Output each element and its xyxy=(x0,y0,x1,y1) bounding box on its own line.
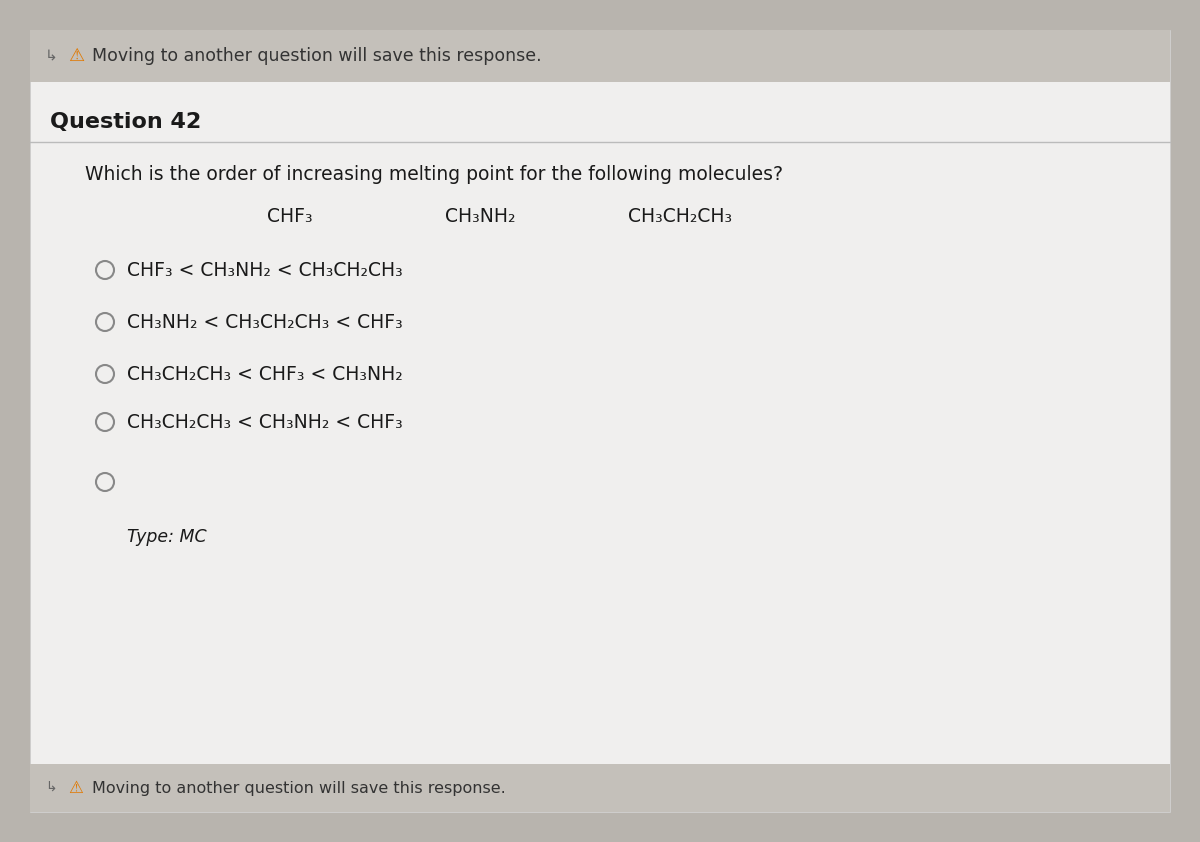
Text: ↳: ↳ xyxy=(46,781,56,795)
Text: Question 42: Question 42 xyxy=(50,112,202,132)
Text: CH₃CH₂CH₃ < CH₃NH₂ < CHF₃: CH₃CH₂CH₃ < CH₃NH₂ < CHF₃ xyxy=(127,413,403,431)
Text: CH₃CH₂CH₃ < CHF₃ < CH₃NH₂: CH₃CH₂CH₃ < CHF₃ < CH₃NH₂ xyxy=(127,365,403,383)
Text: CH₃NH₂: CH₃NH₂ xyxy=(445,207,515,226)
Text: Moving to another question will save this response.: Moving to another question will save thi… xyxy=(92,47,541,65)
Text: CH₃CH₂CH₃: CH₃CH₂CH₃ xyxy=(628,207,732,226)
FancyBboxPatch shape xyxy=(30,30,1170,82)
Text: Moving to another question will save this response.: Moving to another question will save thi… xyxy=(92,781,505,796)
Text: Type: MC: Type: MC xyxy=(127,528,206,546)
Text: ↳: ↳ xyxy=(46,49,58,63)
Text: CHF₃ < CH₃NH₂ < CH₃CH₂CH₃: CHF₃ < CH₃NH₂ < CH₃CH₂CH₃ xyxy=(127,260,403,280)
FancyBboxPatch shape xyxy=(30,764,1170,812)
Text: CHF₃: CHF₃ xyxy=(268,207,313,226)
FancyBboxPatch shape xyxy=(30,30,1170,812)
Text: Which is the order of increasing melting point for the following molecules?: Which is the order of increasing melting… xyxy=(85,164,784,184)
Text: ⚠: ⚠ xyxy=(68,47,84,65)
Text: ⚠: ⚠ xyxy=(68,779,83,797)
Text: CH₃NH₂ < CH₃CH₂CH₃ < CHF₃: CH₃NH₂ < CH₃CH₂CH₃ < CHF₃ xyxy=(127,312,403,332)
